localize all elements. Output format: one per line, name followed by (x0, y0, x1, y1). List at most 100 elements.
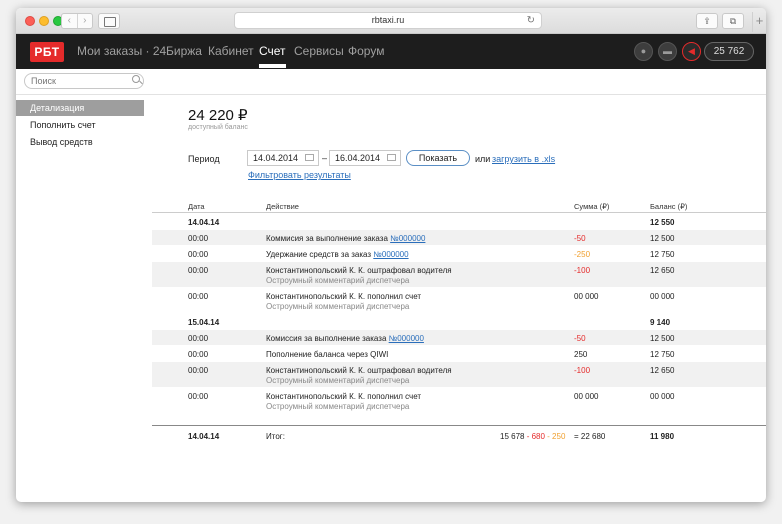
show-button[interactable]: Показать (406, 150, 470, 166)
date-from-value: 14.04.2014 (253, 153, 299, 163)
table-row: 00:00 Константинопольский К. К. пополнил … (152, 388, 766, 414)
row-time: 00:00 (188, 292, 209, 301)
or-text: или (475, 154, 491, 164)
day-date: 15.04.14 (188, 318, 220, 327)
url-text: rbtaxi.ru (371, 15, 405, 25)
day-row: 15.04.14 9 140 (152, 314, 766, 330)
filter-results-link[interactable]: Фильтровать результаты (248, 170, 351, 180)
row-time: 00:00 (188, 334, 209, 343)
sidebar-toggle-icon[interactable] (98, 13, 120, 29)
nav-item-account[interactable]: Счет (259, 44, 286, 68)
day-balance: 9 140 (650, 318, 671, 327)
search-icon[interactable] (132, 75, 140, 83)
site-header: РБТ Мои заказы · 24 Биржа Кабинет Счет С… (16, 34, 766, 69)
table-row: 00:00 Удержание средств за заказ №000000 -… (152, 246, 766, 262)
browser-window: ‹ › rbtaxi.ru ↻ ⇪ ⧉ + РБТ Мои заказы · 2… (16, 8, 766, 502)
table-header: Дата Действие Сумма (₽) Баланс (₽) (152, 200, 766, 213)
total-date: 14.04.14 (188, 432, 220, 441)
tabs-overview-icon[interactable]: ⧉ (722, 13, 744, 29)
row-sum: -100 (574, 366, 591, 375)
nav-item-orders[interactable]: Мои заказы · 24 (77, 44, 167, 58)
date-to-field[interactable]: 16.04.2014 (329, 150, 401, 166)
row-balance: 12 750 (650, 350, 675, 359)
logo[interactable]: РБТ (30, 42, 64, 62)
column-header-action: Действие (266, 202, 299, 211)
row-time: 00:00 (188, 250, 209, 259)
row-time: 00:00 (188, 266, 209, 275)
calendar-icon[interactable] (305, 154, 314, 161)
row-balance: 12 500 (650, 234, 675, 243)
table-row: 00:00 Коммисия за выполнение заказа №0000… (152, 230, 766, 246)
balance-badge[interactable]: 25 762 (704, 42, 754, 61)
row-sum: -100 (574, 266, 591, 275)
download-xls-link[interactable]: загрузить в .xls (492, 154, 556, 164)
address-bar[interactable]: rbtaxi.ru ↻ (234, 12, 542, 29)
row-time: 00:00 (188, 366, 209, 375)
transactions-table: 14.04.14 12 550 00:00 Коммисия за выполнени… (152, 214, 766, 414)
total-row: 14.04.14 Итог: 15 678 - 680 - 250 = 22 6… (152, 425, 766, 445)
column-header-balance: Баланс (₽) (650, 202, 688, 211)
date-from-field[interactable]: 14.04.2014 (247, 150, 319, 166)
table-row: 00:00 Пополнение баланса через QIWI 250 12 … (152, 346, 766, 362)
order-link[interactable]: №000000 (373, 250, 409, 259)
row-sum: 00 000 (574, 292, 599, 301)
search-input[interactable] (24, 73, 144, 89)
row-action: Константинопольский К. К. пополнил счет (266, 392, 422, 401)
share-icon[interactable]: ⇪ (696, 13, 718, 29)
date-to-value: 16.04.2014 (335, 153, 381, 163)
balance-label: доступный баланс (188, 124, 248, 131)
row-balance: 12 500 (650, 334, 675, 343)
sound-muted-icon[interactable]: ◀ (682, 42, 701, 61)
row-sum: -50 (574, 334, 586, 343)
sidebar-item-topup[interactable]: Пополнить счет (30, 120, 96, 130)
sidebar-item-withdraw[interactable]: Вывод средств (30, 137, 93, 147)
nav-item-services[interactable]: Сервисы (294, 44, 344, 58)
table-row: 00:00 Константинопольский К. К. пополнил … (152, 288, 766, 314)
total-expression: 15 678 - 680 - 250 (500, 432, 566, 441)
row-balance: 12 650 (650, 266, 675, 275)
row-sum: -50 (574, 234, 586, 243)
nav-item-cabinet[interactable]: Кабинет (208, 44, 254, 58)
row-sum: 00 000 (574, 392, 599, 401)
row-sum: -250 (574, 250, 591, 259)
day-date: 14.04.14 (188, 218, 220, 227)
sidebar: Детализация Пополнить счет Вывод средств (16, 100, 144, 151)
row-action: Коммисия за выполнение заказа №000000 (266, 234, 426, 243)
forward-icon[interactable]: › (83, 15, 87, 26)
reload-icon[interactable]: ↻ (526, 15, 535, 26)
row-comment: Остроумный комментарий диспетчера (266, 376, 410, 385)
close-window-button[interactable] (25, 16, 35, 26)
total-label: Итог: (266, 432, 285, 441)
calendar-icon[interactable] (387, 154, 396, 161)
table-row: 00:00 Комиссия за выполнение заказа №0000… (152, 330, 766, 346)
chat-icon[interactable]: ▬ (658, 42, 677, 61)
row-comment: Остроумный комментарий диспетчера (266, 276, 410, 285)
total-result: = 22 680 (574, 432, 606, 441)
order-link[interactable]: №000000 (390, 234, 426, 243)
browser-toolbar: ‹ › rbtaxi.ru ↻ ⇪ ⧉ + (16, 8, 766, 34)
column-header-sum: Сумма (₽) (574, 202, 610, 211)
bell-icon[interactable]: ● (634, 42, 653, 61)
sidebar-item-details[interactable]: Детализация (16, 100, 144, 116)
row-action: Константинопольский К. К. оштрафовал вод… (266, 266, 452, 275)
row-action: Удержание средств за заказ №000000 (266, 250, 409, 259)
table-row: 00:00 Константинопольский К. К. оштрафова… (152, 262, 766, 288)
minimize-window-button[interactable] (39, 16, 49, 26)
row-sum: 250 (574, 350, 588, 359)
row-balance: 12 750 (650, 250, 675, 259)
nav-item-exchange[interactable]: Биржа (166, 44, 202, 58)
row-comment: Остроумный комментарий диспетчера (266, 302, 410, 311)
period-label: Период (188, 154, 220, 164)
day-balance: 12 550 (650, 218, 675, 227)
row-action: Пополнение баланса через QIWI (266, 350, 389, 359)
order-link[interactable]: №000000 (388, 334, 424, 343)
row-time: 00:00 (188, 350, 209, 359)
row-balance: 00 000 (650, 392, 675, 401)
new-tab-icon[interactable]: + (752, 12, 766, 32)
nav-item-forum[interactable]: Форум (348, 44, 385, 58)
total-balance: 11 980 (650, 432, 675, 441)
table-row: 00:00 Константинопольский К. К. оштрафова… (152, 362, 766, 388)
period-separator: – (322, 153, 328, 163)
row-action: Константинопольский К. К. пополнил счет (266, 292, 422, 301)
back-icon[interactable]: ‹ (62, 14, 78, 28)
